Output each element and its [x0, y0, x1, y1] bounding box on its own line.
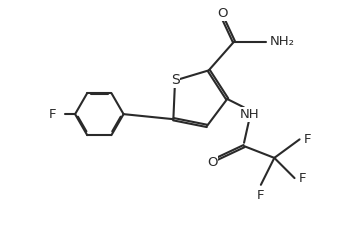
- Text: S: S: [171, 74, 180, 87]
- Text: O: O: [207, 157, 217, 169]
- Text: F: F: [257, 189, 265, 202]
- Text: F: F: [304, 133, 311, 146]
- Text: O: O: [217, 7, 227, 20]
- Text: F: F: [299, 172, 306, 184]
- Text: NH: NH: [239, 108, 259, 121]
- Text: NH₂: NH₂: [270, 35, 295, 48]
- Text: F: F: [49, 108, 56, 121]
